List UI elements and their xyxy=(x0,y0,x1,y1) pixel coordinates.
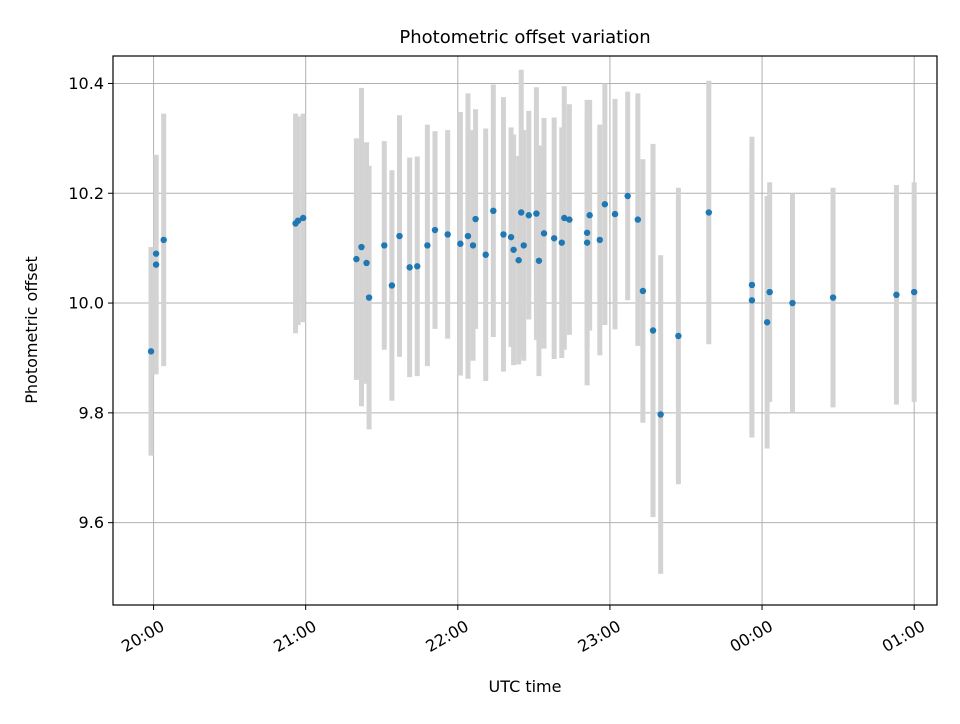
data-point xyxy=(365,294,373,301)
data-point xyxy=(639,287,647,295)
data-point xyxy=(583,229,591,236)
data-point xyxy=(147,348,155,355)
data-point xyxy=(624,192,631,200)
data-point xyxy=(583,239,591,246)
data-point xyxy=(649,327,657,334)
data-point xyxy=(388,282,396,289)
y-tick-label: 9.8 xyxy=(79,403,104,422)
data-point xyxy=(517,209,525,216)
data-point xyxy=(535,257,543,264)
data-point xyxy=(510,246,517,253)
data-point xyxy=(596,236,603,244)
data-point xyxy=(469,242,477,249)
y-tick-label: 10.2 xyxy=(68,184,104,203)
data-point xyxy=(910,288,918,296)
data-point xyxy=(558,239,565,246)
data-point xyxy=(414,263,421,270)
data-point xyxy=(763,319,771,326)
data-point xyxy=(675,332,682,340)
x-axis-title: UTC time xyxy=(489,677,562,696)
data-point xyxy=(561,214,568,222)
data-point xyxy=(601,201,609,208)
data-point xyxy=(520,242,527,249)
point-layer xyxy=(147,192,918,418)
data-point xyxy=(299,214,307,222)
data-point xyxy=(748,297,756,304)
data-point xyxy=(396,232,403,240)
data-point xyxy=(766,288,773,296)
data-point xyxy=(540,230,548,237)
data-point xyxy=(152,250,160,257)
data-point xyxy=(152,261,160,268)
data-point xyxy=(353,255,360,263)
data-point xyxy=(893,291,900,299)
grid-layer xyxy=(113,56,937,605)
data-point xyxy=(748,281,756,289)
data-point xyxy=(507,233,515,241)
data-point xyxy=(457,240,464,247)
data-point xyxy=(464,232,472,240)
data-point xyxy=(381,242,388,249)
data-point xyxy=(657,411,664,418)
y-tick-label: 10.0 xyxy=(68,294,104,313)
data-point xyxy=(363,259,370,267)
data-point xyxy=(444,231,451,238)
data-point xyxy=(424,242,431,249)
data-point xyxy=(550,235,558,242)
y-tick-label: 10.4 xyxy=(68,74,104,93)
y-tick-label: 9.6 xyxy=(79,513,104,532)
data-point xyxy=(294,217,302,224)
plot-frame xyxy=(112,55,938,606)
data-point xyxy=(705,209,713,216)
data-point xyxy=(490,207,497,215)
data-point xyxy=(533,210,540,217)
data-point xyxy=(789,299,796,307)
data-point xyxy=(500,231,507,238)
data-point xyxy=(406,264,413,271)
data-point xyxy=(566,216,573,223)
data-point xyxy=(525,212,533,219)
data-point xyxy=(431,226,439,234)
data-point xyxy=(160,236,167,244)
data-point xyxy=(611,210,619,218)
data-point xyxy=(358,243,365,251)
data-point xyxy=(829,294,837,301)
data-point xyxy=(634,216,642,223)
y-axis-title: Photometric offset xyxy=(22,256,41,404)
data-point xyxy=(515,257,522,264)
data-point xyxy=(472,215,479,223)
chart-title: Photometric offset variation xyxy=(399,27,650,48)
data-point xyxy=(482,251,489,258)
data-point xyxy=(586,212,593,219)
